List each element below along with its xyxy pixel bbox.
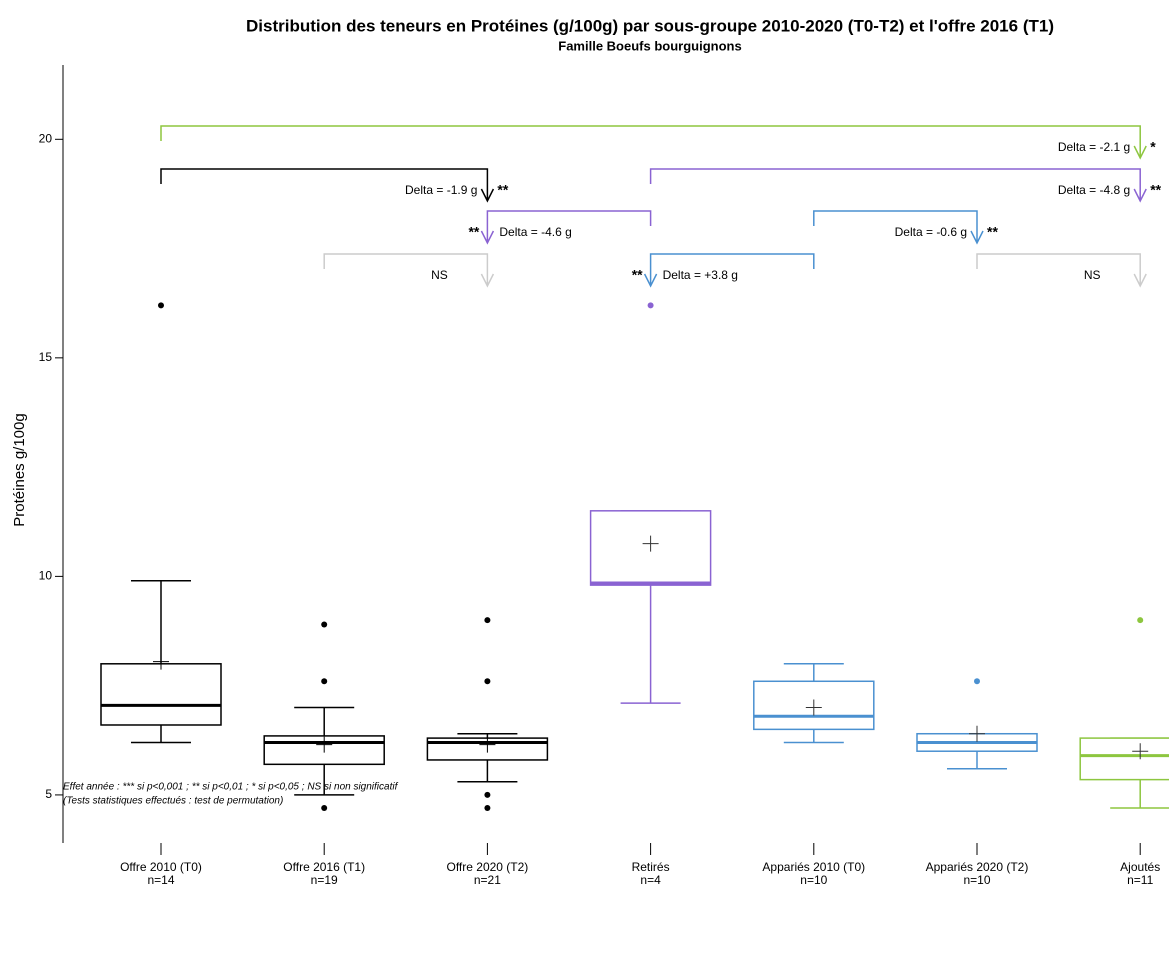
y-axis-label: Protéines g/100g bbox=[11, 413, 28, 526]
n-label: n=11 bbox=[1127, 873, 1153, 887]
mean bbox=[969, 725, 985, 742]
outlier bbox=[321, 678, 328, 685]
n-label: n=21 bbox=[474, 873, 501, 887]
bracket bbox=[643, 253, 815, 288]
x-tick-label: Offre 2020 (T2) bbox=[446, 860, 528, 874]
outlier bbox=[321, 805, 328, 812]
x-tick-label: Retirés bbox=[632, 860, 670, 874]
outlier bbox=[484, 791, 491, 798]
signif-label: NS bbox=[431, 268, 448, 282]
signif-label: ** bbox=[632, 267, 643, 283]
signif-label: ** bbox=[497, 182, 508, 198]
n-label: n=14 bbox=[147, 873, 174, 887]
outlier bbox=[974, 678, 980, 685]
bracket bbox=[323, 253, 495, 288]
x-tick-label: Appariés 2020 (T2) bbox=[926, 860, 1029, 874]
n-label: n=10 bbox=[800, 873, 827, 887]
bracket bbox=[649, 168, 1147, 203]
footnote: Effet année : *** si p<0,001 ; ** si p<0… bbox=[63, 782, 399, 793]
y-tick-label: 20 bbox=[39, 131, 53, 145]
n-label: n=19 bbox=[311, 873, 338, 887]
footnote: (Tests statistiques effectués : test de … bbox=[63, 796, 283, 807]
signif-label: * bbox=[1150, 139, 1156, 155]
bracket bbox=[976, 253, 1147, 288]
delta-label: Delta = -4.8 g bbox=[1058, 183, 1130, 197]
signif-label: ** bbox=[987, 224, 998, 240]
delta-label: Delta = +3.8 g bbox=[663, 268, 738, 282]
outlier bbox=[1137, 617, 1144, 624]
box bbox=[1079, 737, 1169, 781]
mean bbox=[316, 736, 333, 753]
outlier bbox=[484, 617, 491, 624]
delta-label: Delta = -2.1 g bbox=[1058, 140, 1130, 154]
chart-title: Distribution des teneurs en Protéines (g… bbox=[246, 16, 1054, 35]
delta-label: Delta = -1.9 g bbox=[405, 183, 477, 197]
bracket bbox=[480, 210, 652, 245]
x-tick-label: Appariés 2010 (T0) bbox=[762, 860, 865, 874]
mean bbox=[642, 535, 659, 552]
outlier bbox=[321, 621, 328, 628]
x-tick-label: Offre 2010 (T0) bbox=[120, 860, 202, 874]
mean bbox=[805, 699, 822, 716]
outlier bbox=[484, 805, 491, 812]
mean bbox=[153, 653, 169, 670]
n-label: n=10 bbox=[963, 873, 990, 887]
chart-subtitle: Famille Boeufs bourguignons bbox=[558, 38, 741, 53]
x-tick-label: Ajoutés bbox=[1120, 860, 1160, 874]
bracket bbox=[160, 168, 495, 203]
n-label: n=4 bbox=[640, 873, 661, 887]
bracket bbox=[160, 125, 1147, 160]
outlier bbox=[158, 302, 164, 309]
box bbox=[100, 663, 222, 726]
mean bbox=[1132, 743, 1149, 760]
outlier bbox=[647, 302, 654, 309]
signif-label: ** bbox=[1150, 182, 1161, 198]
delta-label: Delta = -4.6 g bbox=[499, 225, 571, 239]
y-tick-label: 5 bbox=[45, 787, 52, 801]
signif-label: ** bbox=[468, 224, 479, 240]
x-tick-label: Offre 2016 (T1) bbox=[283, 860, 365, 874]
mean bbox=[479, 736, 496, 753]
y-tick-label: 15 bbox=[39, 350, 53, 364]
delta-label: Delta = -0.6 g bbox=[895, 225, 967, 239]
y-tick-label: 10 bbox=[39, 569, 53, 583]
signif-label: NS bbox=[1084, 268, 1101, 282]
outlier bbox=[484, 678, 491, 685]
bracket bbox=[813, 210, 984, 245]
